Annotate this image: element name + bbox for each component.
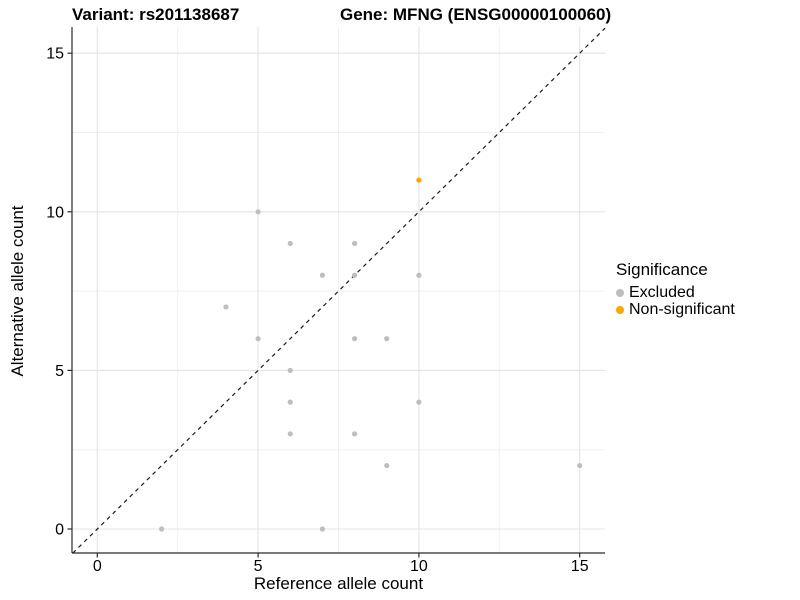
- data-point-excluded: [351, 431, 358, 437]
- data-point-excluded: [384, 462, 390, 469]
- legend-item-non-significant: Non-significant: [616, 301, 735, 318]
- data-point-excluded: [416, 399, 422, 405]
- data-point-excluded: [319, 526, 326, 532]
- plot-title-variant: Variant: rs201138687: [72, 5, 240, 24]
- data-point-excluded: [577, 462, 583, 469]
- y-tick-label: 5: [55, 363, 64, 380]
- plot-title-gene: Gene: MFNG (ENSG00000100060): [340, 5, 612, 24]
- data-point-excluded: [159, 526, 165, 532]
- data-point-excluded: [287, 431, 293, 437]
- data-point-excluded: [416, 272, 422, 278]
- x-tick-label: 0: [93, 558, 102, 575]
- legend-item-label: Non-significant: [629, 301, 735, 318]
- data-point-excluded: [287, 367, 293, 373]
- data-point-excluded: [223, 304, 229, 310]
- y-tick-label: 10: [46, 204, 64, 221]
- data-point-excluded: [351, 272, 358, 278]
- data-point-non-significant: [416, 177, 422, 183]
- legend-title: Significance: [616, 260, 708, 279]
- data-point-excluded: [287, 399, 293, 405]
- y-tick-label: 0: [55, 522, 64, 539]
- legend-key-non-significant-dot-icon: [616, 306, 624, 314]
- x-tick-label: 10: [410, 558, 428, 575]
- y-axis-title: Alternative allele count: [8, 205, 27, 377]
- legend-item-label: Excluded: [629, 284, 695, 301]
- legend-key-excluded-dot-icon: [616, 289, 624, 297]
- data-point-excluded: [319, 272, 326, 278]
- y-tick-label: 15: [46, 46, 64, 63]
- data-point-excluded: [351, 336, 358, 342]
- data-point-excluded: [287, 240, 293, 247]
- legend: Significance Excluded Non-significant: [616, 260, 735, 319]
- data-point-excluded: [255, 209, 261, 215]
- legend-item-excluded: Excluded: [616, 284, 735, 301]
- x-tick-label: 5: [254, 558, 263, 575]
- data-point-excluded: [384, 336, 390, 342]
- x-axis-title: Reference allele count: [253, 574, 424, 593]
- data-point-excluded: [255, 336, 261, 342]
- data-point-excluded: [351, 240, 358, 247]
- x-tick-label: 15: [571, 558, 589, 575]
